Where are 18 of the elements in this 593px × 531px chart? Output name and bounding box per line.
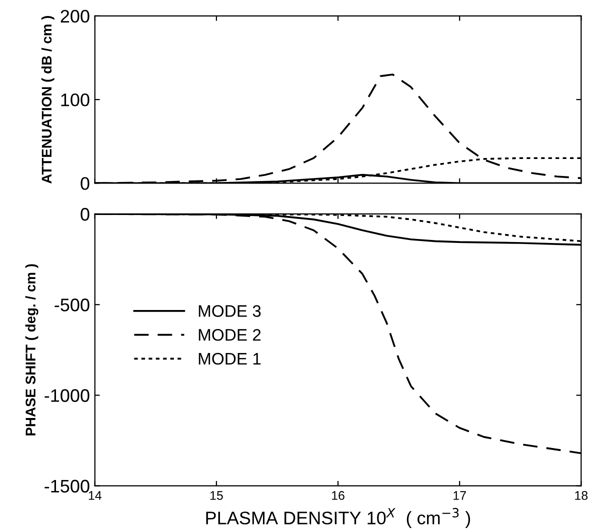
y-axis-title: PHASE SHIFT ( deg. / cm ) [25,264,38,436]
y-tick-label: -1000 [44,389,90,402]
x-tick-label: 15 [210,491,223,500]
x-tick-label: 18 [575,491,588,500]
x-tick-label: 16 [332,491,344,500]
y-tick-label: -500 [54,298,90,312]
legend-label: MODE 2 [198,329,261,341]
y-tick-label: 100 [61,93,90,106]
legend-label: MODE 1 [198,352,261,365]
x-axis-title: PLASMA DENSITY 10$^{X}$ ( cm$^{−3}$ ) [206,508,470,528]
legend-label: MODE 3 [198,305,261,317]
x-tick-label: 17 [454,491,466,500]
y-axis-title: ATTENUATION ( dB / cm ) [41,16,54,184]
y-tick-label: 0 [80,177,90,190]
y-tick-label: -1500 [44,480,90,493]
x-tick-label: 14 [88,491,102,500]
y-tick-label: 0 [80,208,90,221]
y-tick-label: 200 [60,10,90,23]
